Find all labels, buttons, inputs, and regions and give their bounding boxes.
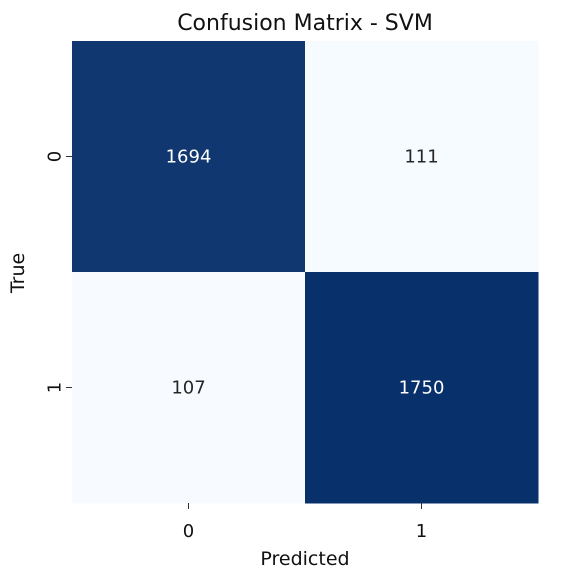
chart-title: Confusion Matrix - SVM: [177, 11, 433, 36]
heatmap-cell-r0-c0: [72, 41, 306, 273]
cell-value-r0-c1: 111: [404, 147, 438, 168]
y-tick-label-1: 1: [45, 382, 66, 393]
heatmap-cell-r0-c1: [305, 41, 539, 273]
axis-ticks: 0 1 0 1: [45, 151, 428, 542]
cell-value-r0-c0: 1694: [166, 147, 212, 168]
cell-value-r1-c1: 1750: [399, 378, 445, 399]
heatmap-cells: [72, 41, 539, 504]
heatmap-cell-r1-c0: [72, 272, 306, 504]
heatmap-cell-r1-c1: [305, 272, 539, 504]
cell-value-r1-c0: 107: [171, 378, 205, 399]
x-tick-label-1: 1: [416, 521, 427, 542]
y-tick-label-0: 0: [45, 151, 66, 162]
heatmap-cell-labels: 1694 111 107 1750: [166, 147, 445, 399]
x-axis-label: Predicted: [260, 548, 349, 570]
y-axis-label: True: [7, 253, 29, 294]
x-tick-label-0: 0: [183, 521, 194, 542]
